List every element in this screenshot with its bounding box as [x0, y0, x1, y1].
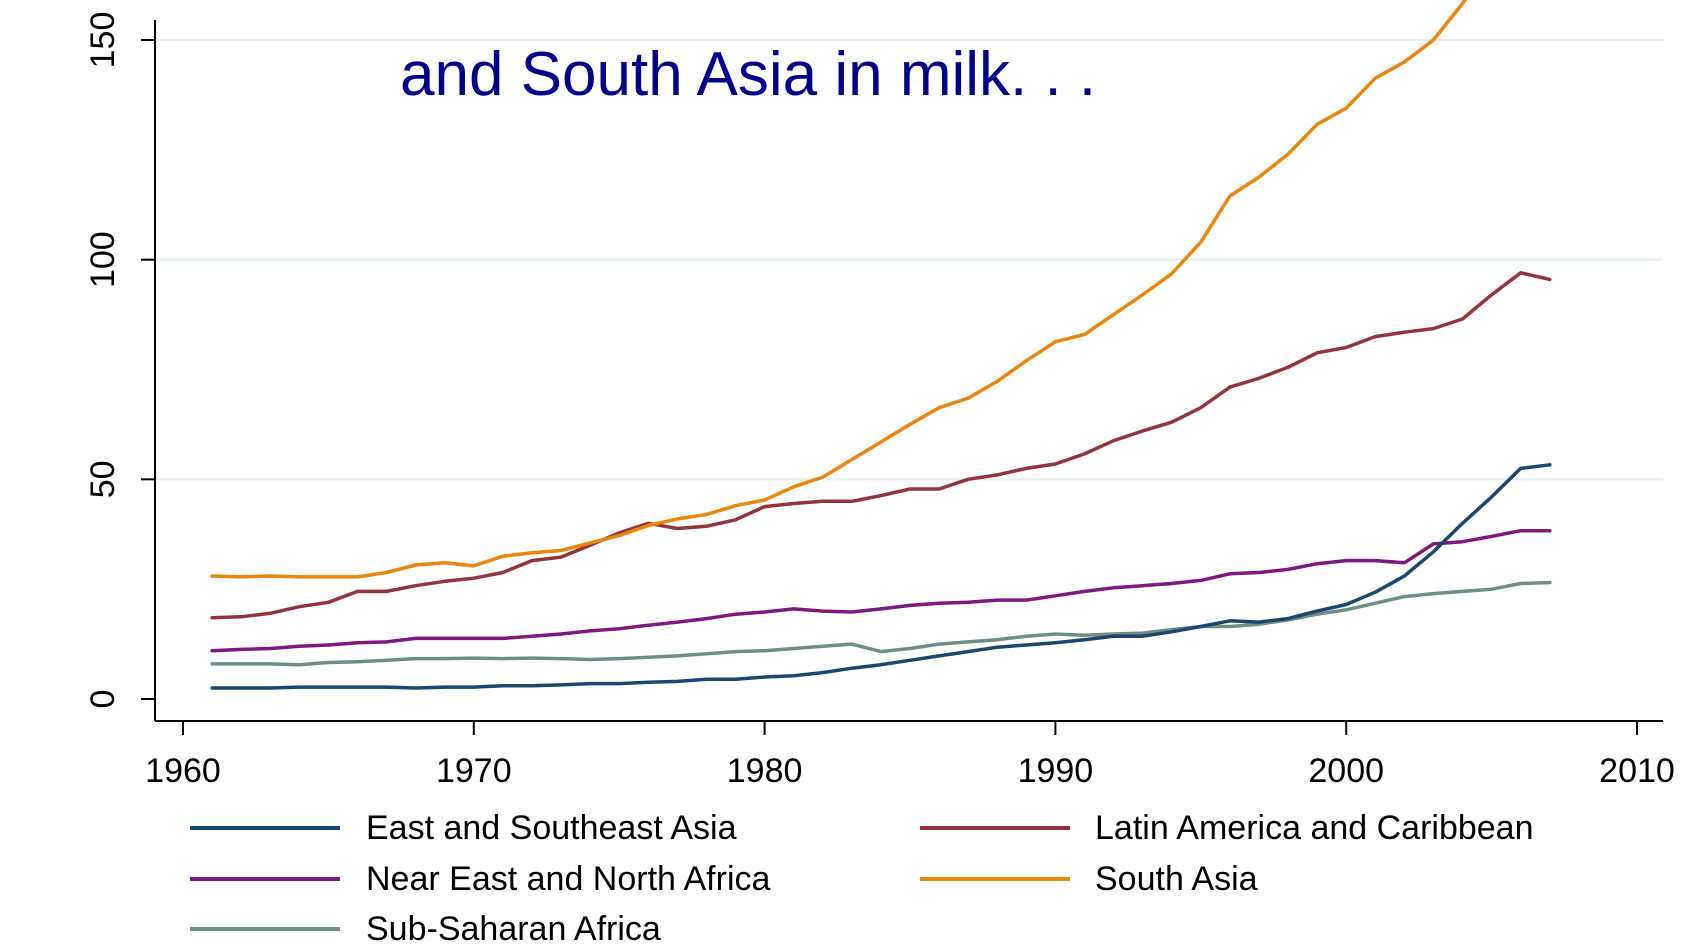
chart-title: and South Asia in milk. . . — [400, 40, 1096, 109]
y-tick-label-50: 50 — [84, 460, 122, 498]
series-line-east-and-southeast-asia — [210, 463, 1552, 690]
series-line-south-asia — [210, 0, 1468, 579]
legend-label-near-east-and-north-africa: Near East and North Africa — [366, 860, 771, 898]
series-line-latin-america-and-caribbean — [210, 271, 1552, 620]
legend-label-sub-saharan-africa: Sub-Saharan Africa — [366, 910, 661, 948]
y-tick-label-0: 0 — [84, 690, 122, 709]
x-tick-label-1990: 1990 — [1018, 752, 1094, 790]
legend-label-latin-america-and-caribbean: Latin America and Caribbean — [1095, 809, 1534, 847]
y-tick-label-100: 100 — [84, 231, 122, 288]
series-lines — [210, 0, 1552, 690]
x-tick-label-1960: 1960 — [145, 752, 221, 790]
legend-label-east-and-southeast-asia: East and Southeast Asia — [366, 809, 737, 847]
y-tick-label-150: 150 — [84, 12, 122, 69]
x-tick-label-1980: 1980 — [727, 752, 803, 790]
series-line-sub-saharan-africa — [210, 580, 1552, 667]
series-line-near-east-and-north-africa — [210, 528, 1552, 653]
gridlines — [155, 39, 1663, 481]
legend: East and Southeast Asia Latin America and… — [190, 809, 1534, 948]
legend-label-south-asia: South Asia — [1095, 860, 1258, 898]
y-axis-ticks: 0 50 100 150 — [84, 12, 155, 709]
x-axis-ticks: 1960 1970 1980 1990 2000 2010 — [145, 721, 1675, 790]
x-tick-label-2000: 2000 — [1308, 752, 1384, 790]
x-tick-label-2010: 2010 — [1599, 752, 1675, 790]
x-tick-label-1970: 1970 — [436, 752, 512, 790]
